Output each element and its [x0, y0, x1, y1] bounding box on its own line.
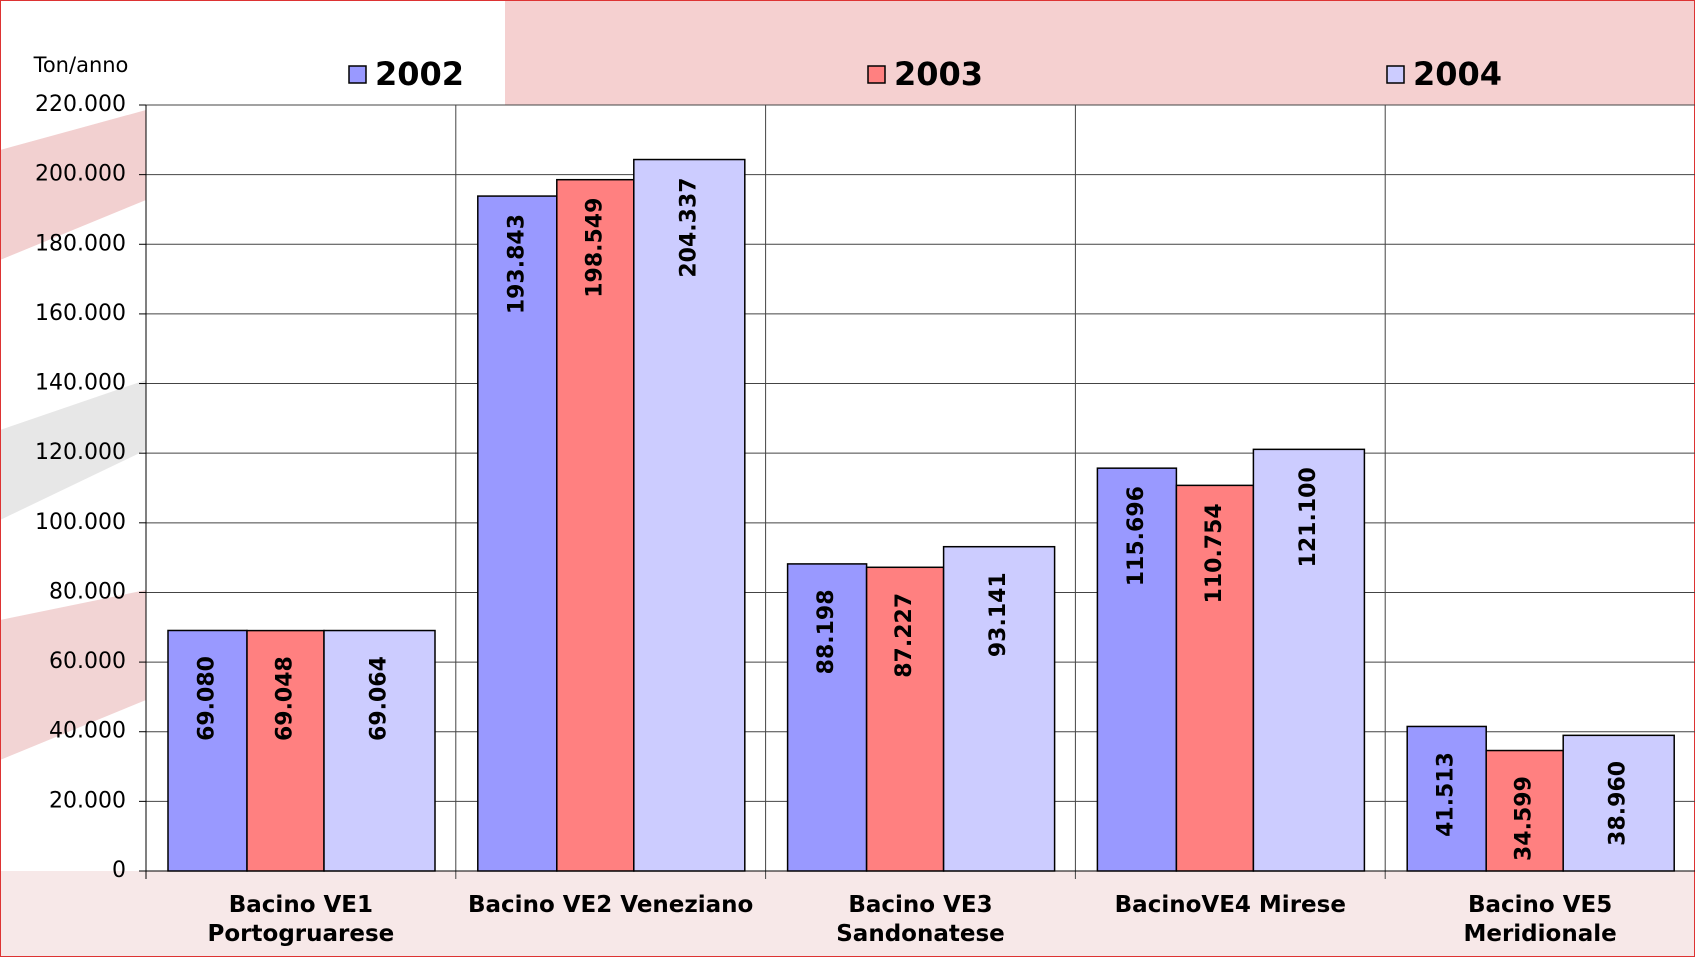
bar: [323, 629, 436, 872]
legend-label: 2003: [894, 55, 983, 93]
y-tick-label: 140.000: [35, 371, 126, 396]
legend-label: 2002: [375, 55, 464, 93]
y-tick-label: 80.000: [49, 579, 126, 604]
y-tick-label: 20.000: [49, 788, 126, 813]
value-label: 34.599: [1512, 776, 1537, 861]
value-label: 121.100: [1296, 467, 1321, 567]
x-tick-label: Bacino VE3 Sandonatese: [836, 892, 1005, 947]
value-label: 115.696: [1124, 486, 1149, 586]
legend-label: 2004: [1413, 55, 1502, 93]
x-tick-label: Bacino VE2 Veneziano: [468, 892, 754, 918]
value-label: 88.198: [814, 589, 839, 674]
y-tick-label: 160.000: [35, 301, 126, 326]
y-tick-label: 180.000: [35, 231, 126, 256]
value-label: 193.843: [504, 214, 529, 314]
value-label: 93.141: [986, 572, 1011, 657]
value-label: 69.064: [367, 656, 392, 741]
bar: [1406, 725, 1487, 872]
bar: [1096, 467, 1178, 872]
y-axis-label: Ton/anno: [33, 53, 129, 77]
x-tick-label: BacinoVE4 Mirese: [1114, 892, 1346, 918]
bar: [477, 195, 558, 872]
y-tick-label: 200.000: [35, 162, 126, 187]
value-label: 110.754: [1202, 503, 1227, 603]
y-tick-label: 100.000: [35, 510, 126, 535]
legend-swatch: [1386, 65, 1405, 84]
y-tick-label: 60.000: [49, 649, 126, 674]
value-label: 38.960: [1606, 761, 1631, 846]
value-label: 198.549: [582, 198, 607, 298]
value-label: 204.337: [676, 177, 701, 277]
value-label: 69.080: [195, 656, 220, 741]
bar: [1252, 448, 1366, 872]
bar: [1175, 484, 1255, 872]
x-tick-label: Bacino VE1 Portogruarese: [207, 892, 395, 947]
y-tick-label: 120.000: [35, 440, 126, 465]
value-label: 41.513: [1434, 752, 1459, 837]
bar: [633, 158, 746, 872]
bar: [1562, 734, 1675, 872]
x-tick-label: Bacino VE5 Meridionale: [1463, 892, 1617, 947]
bar: [246, 629, 325, 872]
value-label: 87.227: [892, 593, 917, 678]
y-tick-label: 40.000: [49, 719, 126, 744]
legend-swatch: [348, 65, 367, 84]
bar: [942, 545, 1056, 872]
y-tick-label: 0: [112, 858, 126, 883]
bar: [865, 566, 945, 872]
value-label: 69.048: [273, 656, 298, 741]
y-tick-label: 220.000: [35, 92, 126, 117]
bar: [1485, 749, 1564, 872]
legend-swatch: [867, 65, 886, 84]
bar: [786, 563, 868, 872]
bar: [556, 178, 635, 872]
